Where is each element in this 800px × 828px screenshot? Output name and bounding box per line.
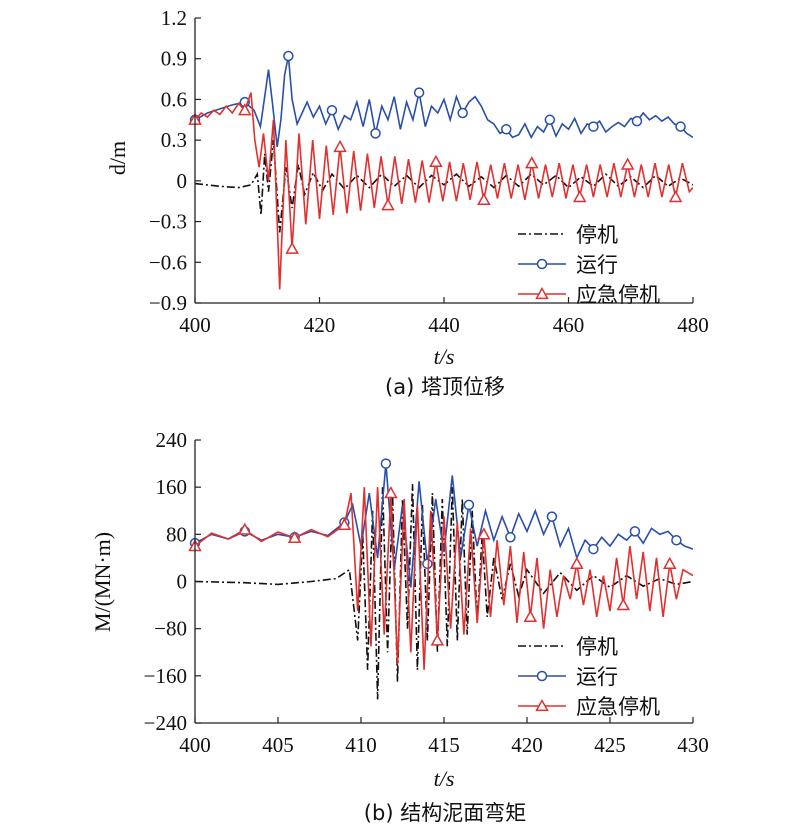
chart-b-caption: (b) 结构泥面弯矩: [364, 801, 526, 825]
legend-item-应急停机: 应急停机: [518, 283, 660, 307]
series-marker-运行: [283, 50, 294, 62]
y-tick-label: −80: [154, 617, 187, 641]
x-tick-label: 460: [553, 313, 585, 337]
series-marker-应急停机: [381, 198, 395, 211]
legend-marker: [535, 698, 549, 712]
series-marker-运行: [546, 511, 558, 522]
y-axis-label: d/m: [105, 141, 130, 175]
series-marker-运行: [629, 526, 641, 537]
legend-label: 运行: [576, 665, 618, 689]
series-marker-运行: [671, 534, 682, 546]
y-tick-label: 0.3: [161, 128, 187, 152]
series-marker-运行: [501, 124, 512, 135]
series-marker-应急停机: [287, 530, 302, 544]
legend-marker: [535, 286, 549, 300]
y-axis-label: M/(MN·m): [90, 532, 115, 632]
y-tick-label: 80: [166, 522, 187, 546]
legend-item-运行: 运行: [518, 665, 618, 689]
series-marker-运行: [413, 87, 425, 98]
y-tick-label: 1.2: [161, 6, 187, 30]
chart-mudline-bending-moment: 400 405 410 415 420 425 430 −240 −160 −80 0 80 160 24…: [90, 428, 709, 825]
series-marker-运行: [457, 107, 468, 119]
series-marker-应急停机: [668, 190, 683, 203]
legend-item-应急停机: 应急停机: [518, 695, 660, 719]
legend-item-停机: 停机: [518, 635, 618, 659]
series-marker-应急停机: [430, 633, 445, 646]
series-marker-应急停机: [238, 103, 252, 116]
y-tick-label: 0.9: [161, 47, 187, 71]
x-axis-label: t/s: [434, 766, 455, 791]
series-marker-运行: [370, 128, 381, 139]
series-marker-应急停机: [477, 192, 491, 206]
series-marker-应急停机: [477, 527, 491, 540]
legend-label: 运行: [576, 253, 618, 277]
legend-label: 应急停机: [576, 695, 660, 719]
series-marker-运行: [675, 121, 686, 132]
legend-label: 应急停机: [576, 283, 660, 307]
legend-item-停机: 停机: [518, 223, 618, 247]
series-marker-运行: [463, 499, 475, 511]
series-marker-应急停机: [570, 556, 584, 569]
x-tick-label: 440: [428, 313, 460, 337]
x-tick-label: 480: [677, 313, 709, 337]
series-marker-运行: [588, 543, 599, 555]
legend-marker: [536, 258, 548, 270]
y-tick-label: −0.3: [149, 210, 187, 234]
series-marker-应急停机: [662, 556, 677, 569]
x-tick-label: 415: [428, 733, 460, 757]
x-axis-label: t/s: [434, 344, 455, 369]
series-line-停机: [195, 484, 693, 700]
series-marker-应急停机: [285, 241, 299, 254]
series-marker-应急停机: [524, 156, 539, 169]
chart-a-caption: (a) 塔顶位移: [385, 375, 505, 399]
x-tick-label: 430: [677, 733, 709, 757]
series-marker-应急停机: [523, 609, 538, 623]
series-marker-应急停机: [616, 598, 631, 611]
series-marker-运行: [505, 532, 516, 543]
y-tick-label: −160: [144, 664, 187, 688]
y-tick-label: −0.6: [149, 250, 187, 274]
y-tick-label: −240: [144, 711, 187, 735]
series-marker-应急停机: [238, 522, 252, 535]
legend-marker: [536, 670, 548, 682]
series-marker-应急停机: [572, 190, 587, 203]
series-line-应急停机: [195, 487, 693, 670]
series-marker-运行: [588, 121, 599, 132]
series-marker-应急停机: [333, 139, 347, 153]
series-marker-运行: [326, 105, 338, 116]
series-marker-应急停机: [337, 517, 352, 531]
x-tick-label: 400: [179, 313, 211, 337]
series-line-运行: [195, 55, 693, 148]
series-marker-运行: [631, 115, 643, 127]
series-marker-运行: [544, 114, 556, 126]
series-line-运行: [195, 463, 693, 588]
legend-label: 停机: [576, 223, 618, 247]
x-tick-label: 400: [179, 733, 211, 757]
series-marker-应急停机: [620, 157, 635, 170]
legend-label: 停机: [576, 635, 618, 659]
y-tick-label: −0.9: [149, 291, 187, 315]
x-tick-label: 420: [304, 313, 336, 337]
x-tick-label: 405: [262, 733, 294, 757]
series-marker-运行: [380, 458, 392, 469]
y-tick-label: 0: [177, 570, 188, 594]
x-tick-label: 425: [594, 733, 626, 757]
chart-tower-top-displacement: 400 420 440 460 480 −0.9 −0.6 −0.3 0 0.3 0.6 0.9 1.2…: [105, 6, 709, 399]
series-marker-应急停机: [384, 486, 398, 499]
series-marker-运行: [422, 558, 433, 570]
y-tick-label: 0.6: [161, 87, 187, 111]
x-tick-label: 420: [511, 733, 543, 757]
y-tick-label: 0: [177, 169, 188, 193]
y-tick-label: 240: [156, 428, 188, 452]
x-tick-label: 410: [345, 733, 377, 757]
series-line-停机: [195, 140, 693, 233]
series-marker-应急停机: [429, 154, 443, 168]
y-tick-label: 160: [156, 475, 188, 499]
legend-item-运行: 运行: [518, 253, 618, 277]
